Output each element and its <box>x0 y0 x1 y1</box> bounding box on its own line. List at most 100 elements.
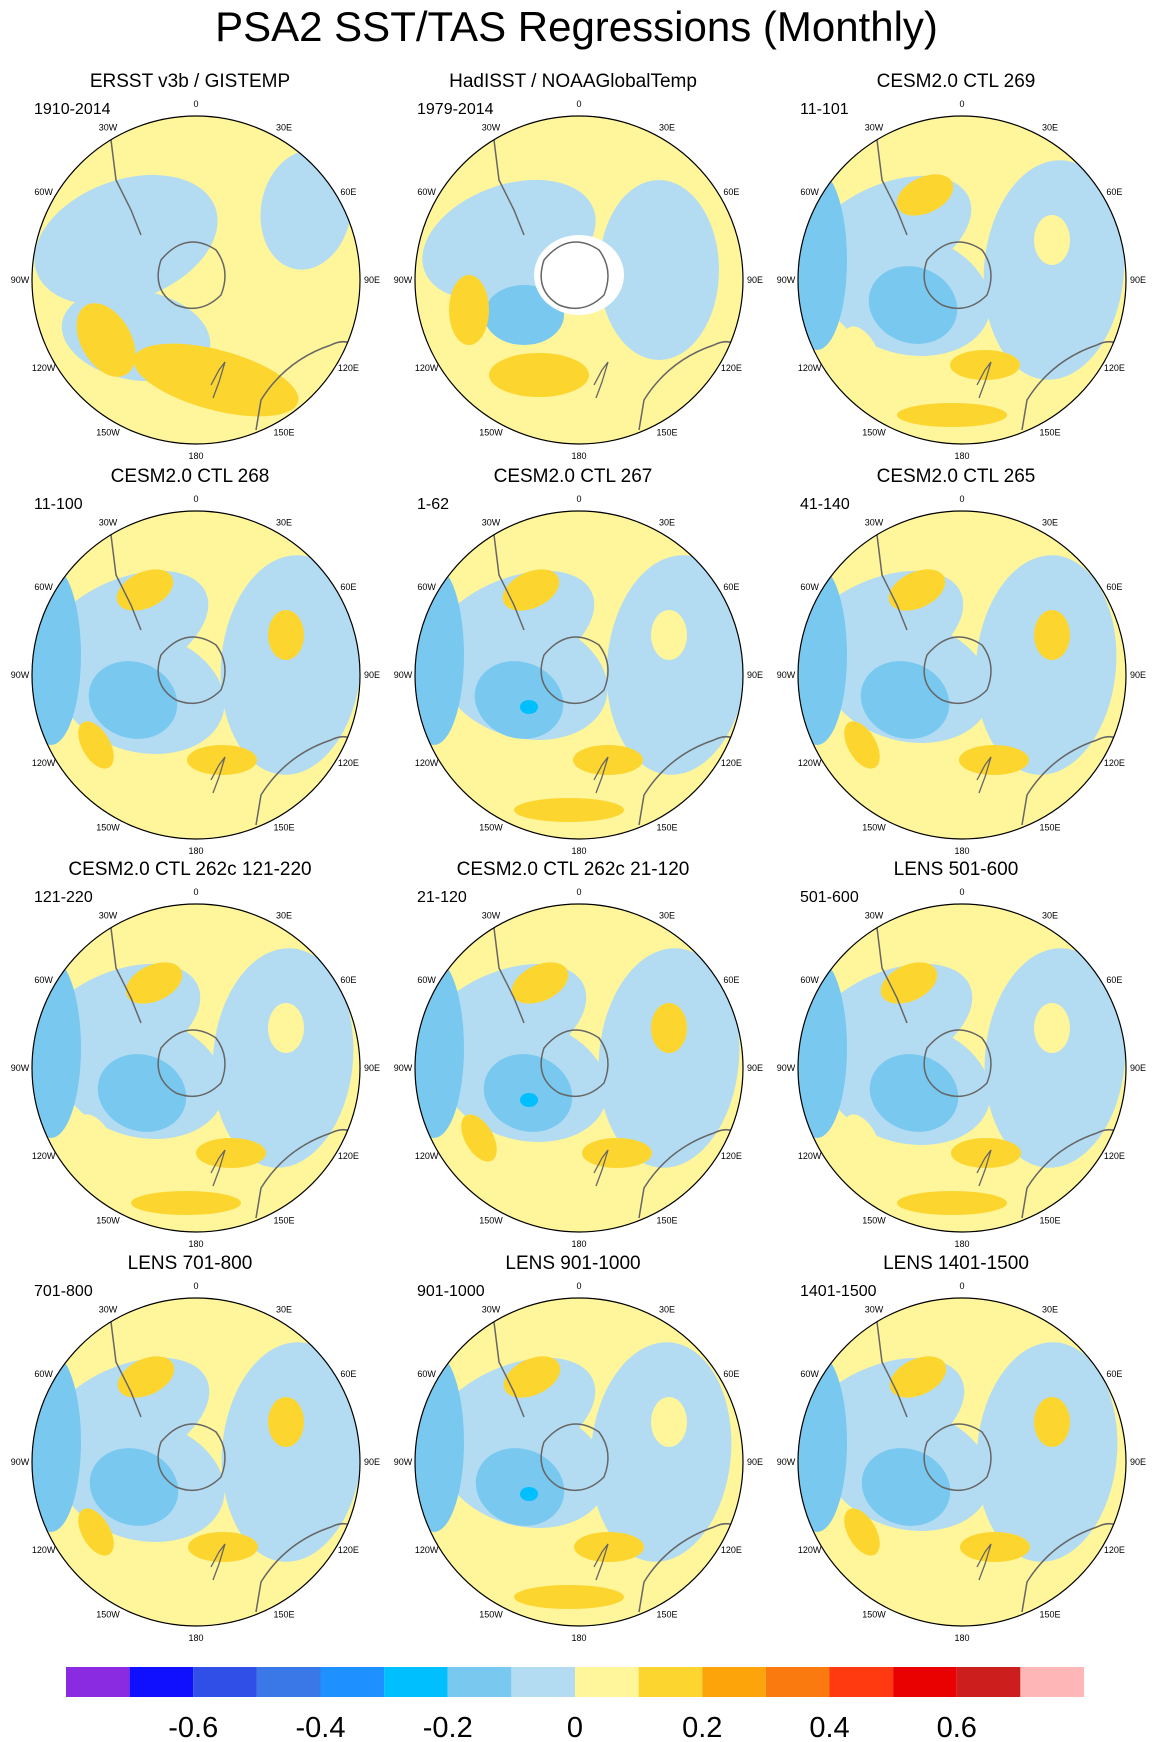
south-america-outline <box>493 139 525 236</box>
longitude-label: 150W <box>862 427 886 437</box>
anomaly-region <box>897 1191 1007 1215</box>
page-title: PSA2 SST/TAS Regressions (Monthly) <box>215 3 938 50</box>
panel-title: CESM2.0 CTL 262c 21-120 <box>456 859 690 880</box>
longitude-label: 30W <box>865 1305 884 1315</box>
longitude-label: 120W <box>798 363 822 373</box>
antarctica-outline <box>157 241 226 310</box>
map-border <box>31 510 361 840</box>
panel-title: CESM2.0 CTL 265 <box>876 466 1036 487</box>
longitude-label: 90E <box>747 670 763 680</box>
south-america-outline <box>493 534 525 631</box>
longitude-label: 120E <box>1104 363 1125 373</box>
new-zealand-outline <box>593 756 609 794</box>
longitude-label: 60W <box>417 975 436 985</box>
anomaly-region <box>975 555 1117 775</box>
longitude-label: 180 <box>188 1239 203 1249</box>
polar-map: 0 30E 60E 90E 120E 150E 180 150W 120W 90W 60W 30W <box>394 887 763 1249</box>
longitude-label: 120E <box>338 1545 359 1555</box>
anomaly-region <box>483 1054 573 1132</box>
anomaly-region <box>220 555 360 775</box>
longitude-label: 60E <box>1106 187 1122 197</box>
panel-period: 701-800 <box>34 1283 93 1300</box>
anomaly-region <box>97 1054 187 1132</box>
anomaly-region <box>897 403 1007 427</box>
colorbar-swatch <box>384 1667 448 1697</box>
colorbar-label: 0 <box>567 1712 583 1742</box>
anomaly-region <box>520 1487 538 1501</box>
panel-period: 901-1000 <box>417 1283 485 1300</box>
longitude-label: 30W <box>482 911 501 921</box>
colorbar-label: 0.4 <box>809 1712 849 1742</box>
new-zealand-outline <box>976 1543 992 1581</box>
longitude-label: 60E <box>340 975 356 985</box>
map-panel: 0 30E 60E 90E 120E 150E 180 150W 120W 90W 60W 30W CE… <box>383 465 763 857</box>
new-zealand-outline <box>210 1543 226 1581</box>
map-border <box>414 1297 744 1627</box>
anomaly-region <box>903 1093 921 1107</box>
africa-outline <box>300 514 337 546</box>
longitude-label: 30W <box>99 1305 118 1315</box>
longitude-label: 180 <box>954 846 969 856</box>
longitude-label: 60E <box>723 187 739 197</box>
colorbar-swatches <box>66 1667 1084 1697</box>
longitude-label: 120E <box>1104 1545 1125 1555</box>
anomaly-region <box>976 1342 1118 1562</box>
south-america-outline <box>110 139 142 236</box>
longitude-label: 90E <box>1130 670 1146 680</box>
anomaly-region <box>520 700 538 714</box>
longitude-label: 150E <box>273 427 294 437</box>
longitude-label: 150E <box>656 1215 677 1225</box>
longitude-label: 90E <box>1130 275 1146 285</box>
anomaly-region <box>514 798 624 822</box>
south-america-outline <box>876 534 908 631</box>
longitude-label: 150E <box>656 427 677 437</box>
anomaly-region <box>32 1352 81 1532</box>
anomaly-region <box>503 1356 561 1398</box>
south-america-outline <box>110 927 142 1024</box>
anomaly-region <box>1034 610 1070 660</box>
longitude-label: 30E <box>276 123 292 133</box>
anomaly-region <box>868 266 958 344</box>
anomaly-region <box>461 1114 497 1162</box>
longitude-label: 150W <box>96 427 120 437</box>
anomaly-region <box>903 1487 921 1501</box>
anomaly-region <box>798 958 847 1138</box>
longitude-label: 60W <box>34 582 53 592</box>
anomaly-region <box>950 350 1020 380</box>
longitude-label: 150W <box>862 1609 886 1619</box>
anomaly-region <box>117 1356 175 1398</box>
antarctica-outline <box>540 241 609 310</box>
colorbar-swatch <box>511 1667 575 1697</box>
longitude-label: 120W <box>798 758 822 768</box>
anomaly-region <box>844 326 880 374</box>
longitude-label: 60W <box>800 582 819 592</box>
new-zealand-outline <box>976 361 992 399</box>
colorbar-label: 0.6 <box>937 1712 977 1742</box>
colorbar-swatch <box>575 1667 639 1697</box>
longitude-label: 120E <box>338 758 359 768</box>
longitude-label: 120E <box>721 1151 742 1161</box>
anomaly-region <box>502 569 560 611</box>
anomaly-region <box>212 948 354 1168</box>
longitude-label: 30W <box>99 911 118 921</box>
anomaly-region <box>844 1508 880 1556</box>
longitude-label: 90E <box>364 1457 380 1467</box>
panel-period: 121-220 <box>34 889 93 906</box>
longitude-label: 150W <box>479 822 503 832</box>
longitude-label: 60E <box>1106 1369 1122 1379</box>
longitude-label: 30E <box>659 911 675 921</box>
colorbar-swatch <box>66 1667 130 1697</box>
map-panel: 0 30E 60E 90E 120E 150E 180 150W 120W 90W 60W 30W LE… <box>383 1252 763 1644</box>
longitude-label: 0 <box>193 1281 198 1291</box>
antarctica-outline <box>540 1423 609 1492</box>
map-panel: 0 30E 60E 90E 120E 150E 180 150W 120W 90W 60W 30W Ha… <box>383 70 763 462</box>
new-zealand-outline <box>593 1543 609 1581</box>
longitude-label: 30W <box>482 518 501 528</box>
colorbar-swatch <box>829 1667 894 1697</box>
anomaly-region <box>131 1585 241 1609</box>
map-border <box>797 510 1127 840</box>
longitude-label: 180 <box>571 846 586 856</box>
longitude-label: 90E <box>747 275 763 285</box>
colorbar-labels: -0.6 -0.4 -0.2 0 0.2 0.4 0.6 <box>168 1712 977 1742</box>
panel-title: LENS 901-1000 <box>505 1253 641 1274</box>
